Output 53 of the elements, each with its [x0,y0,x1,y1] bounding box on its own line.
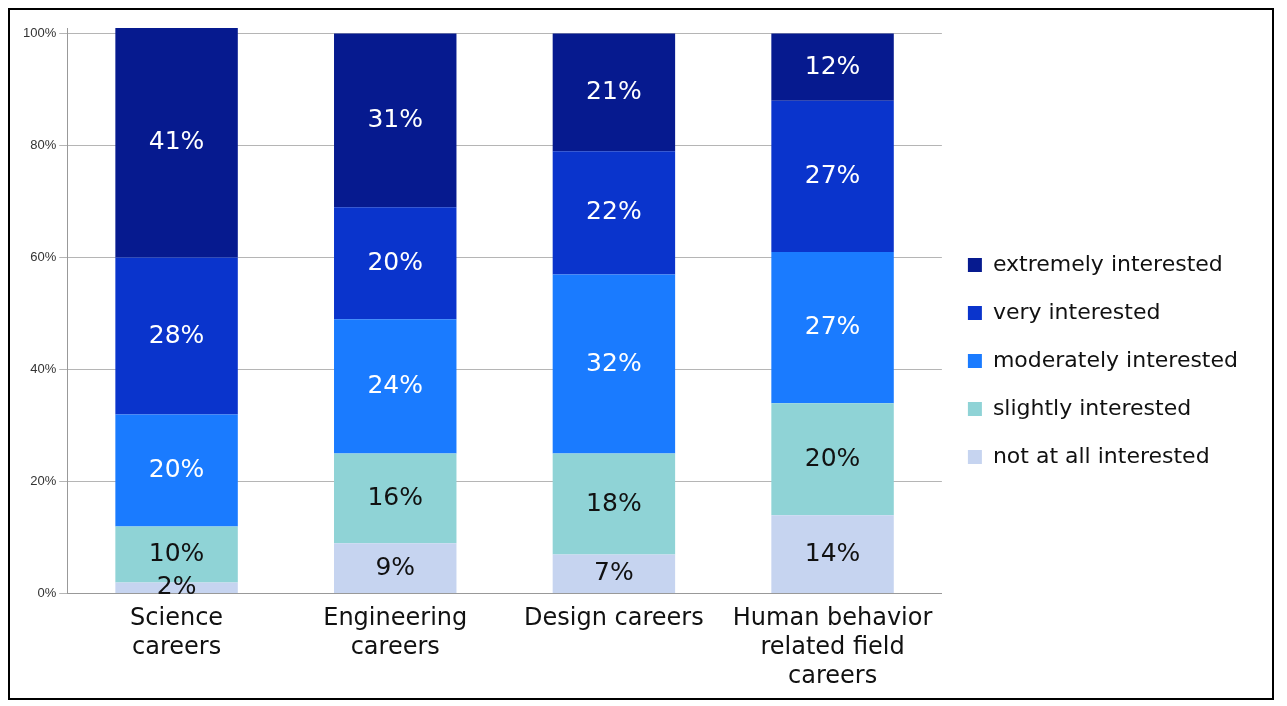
bar [771,252,894,404]
text: 27% [804,159,861,189]
y-tick-label: 80% [30,137,57,153]
bar [334,543,457,594]
x-tick-label: Engineering careers [323,603,468,661]
y-tick-label: 20% [30,473,57,489]
legend-label: very interested [992,298,1161,324]
text: 18% [586,487,642,517]
bar [552,554,676,594]
y-tick-label: 100% [23,25,57,41]
x-tick-label: Human behavior related field careers [732,603,933,689]
bar [334,453,457,544]
y-tick-label: 60% [30,249,57,265]
text: 24% [367,369,424,399]
text: 14% [804,537,861,567]
x-tick-label: Science careers [130,603,224,661]
text: 9% [375,551,416,581]
text: 7% [594,557,634,587]
legend-label: moderately interested [992,346,1238,372]
text: 20% [367,246,424,276]
bar [115,414,238,527]
text: 20% [804,442,861,472]
text: 41% [148,126,205,156]
bar [552,151,676,275]
text: 27% [804,311,861,341]
text: 20% [148,453,205,483]
text: 28% [148,319,205,349]
bar [771,515,894,594]
bar [771,403,894,516]
bar [115,257,238,415]
y-tick-label: 40% [30,361,57,377]
text: 12% [804,50,861,80]
legend-label: slightly interested [992,394,1192,420]
text: 21% [586,75,642,105]
bar [115,28,238,258]
bar [334,319,457,454]
text: 2% [156,571,197,601]
bar [552,453,676,555]
bar [771,33,894,101]
text: 10% [148,537,205,567]
bar [334,33,457,208]
text: 31% [367,103,424,133]
text: 16% [367,481,424,511]
legend-label: not at all interested [992,442,1210,468]
bar [552,274,676,454]
x-tick-label: Design careers [524,603,704,632]
bar [771,100,894,252]
text: 22% [586,196,642,226]
y-tick-label: 0% [37,585,57,601]
bar [552,33,676,152]
bar [334,207,457,320]
legend-label: extremely interested [992,250,1223,276]
text: 32% [586,347,642,377]
